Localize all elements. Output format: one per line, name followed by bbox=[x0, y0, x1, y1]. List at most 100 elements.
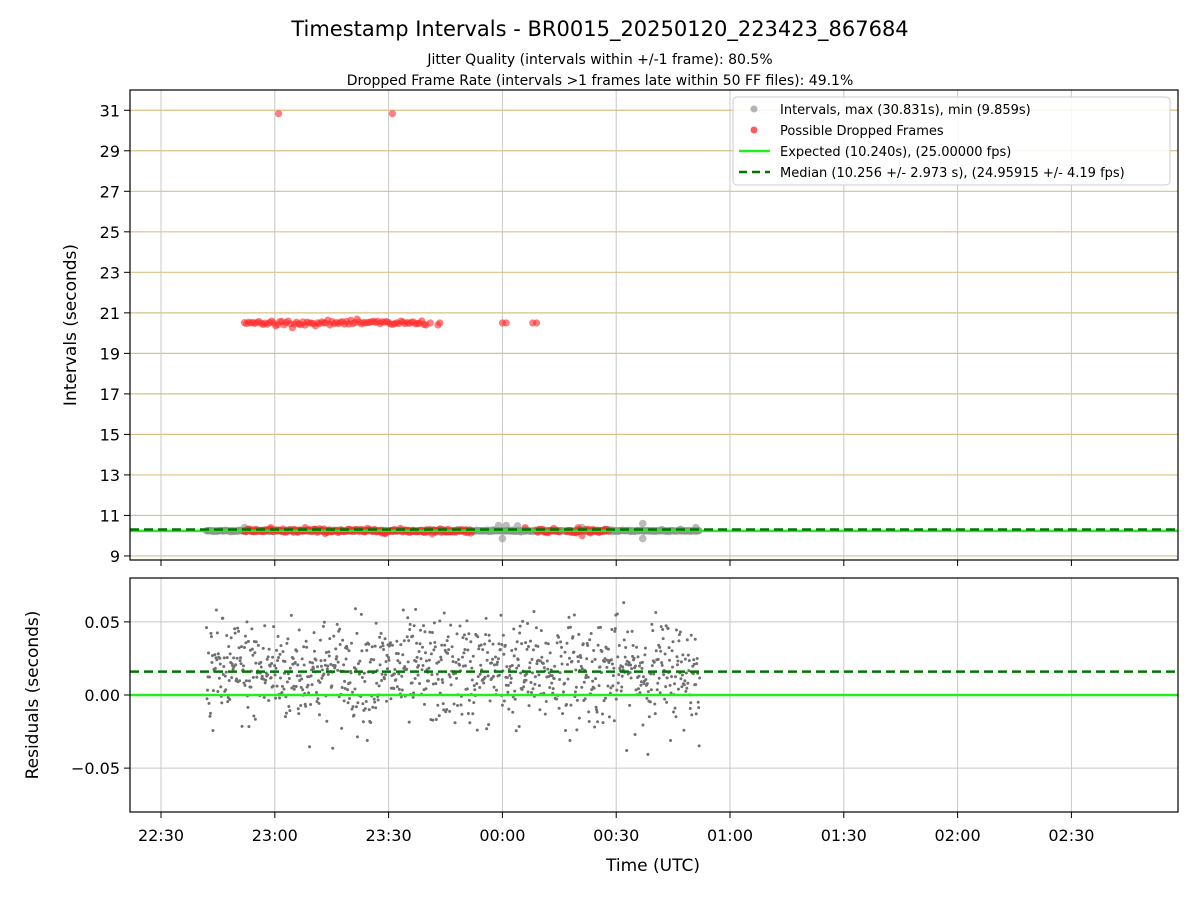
residual-point bbox=[250, 627, 254, 631]
residual-point bbox=[530, 671, 534, 675]
residual-point bbox=[243, 634, 247, 638]
residual-point bbox=[492, 674, 496, 678]
top-ytick-label: 15 bbox=[100, 425, 120, 444]
residual-point bbox=[568, 739, 572, 743]
residual-point bbox=[384, 660, 388, 664]
residual-point bbox=[419, 657, 423, 661]
residual-point bbox=[620, 674, 624, 678]
residual-point bbox=[224, 688, 228, 692]
residual-point bbox=[432, 621, 436, 625]
residual-point bbox=[689, 633, 693, 637]
residual-point bbox=[621, 665, 625, 669]
residual-point bbox=[342, 699, 346, 703]
residual-point bbox=[606, 684, 610, 688]
residual-point bbox=[677, 633, 681, 637]
residual-point bbox=[602, 699, 606, 703]
residual-point bbox=[467, 632, 471, 636]
residual-point bbox=[675, 655, 679, 659]
residual-point bbox=[663, 697, 667, 701]
residual-point bbox=[589, 631, 593, 635]
residual-point bbox=[620, 685, 624, 689]
residual-point bbox=[499, 613, 503, 617]
residual-point bbox=[418, 681, 422, 685]
residual-point bbox=[217, 676, 221, 680]
residual-point bbox=[278, 652, 282, 656]
residual-point bbox=[485, 727, 489, 731]
residual-point bbox=[500, 703, 504, 707]
residual-point bbox=[415, 641, 419, 645]
residual-point bbox=[253, 651, 257, 655]
residual-point bbox=[336, 668, 340, 672]
residual-point bbox=[547, 671, 551, 675]
residual-point bbox=[382, 647, 386, 651]
residual-point bbox=[502, 699, 506, 703]
residual-point bbox=[378, 663, 382, 667]
residual-point bbox=[397, 672, 401, 676]
residual-point bbox=[423, 651, 427, 655]
residual-point bbox=[696, 700, 700, 704]
top-ytick-label: 9 bbox=[110, 547, 120, 566]
residual-point bbox=[415, 655, 419, 659]
residual-point bbox=[210, 654, 214, 658]
residual-point bbox=[591, 679, 595, 683]
residual-point bbox=[551, 687, 555, 691]
residual-point bbox=[644, 677, 648, 681]
residual-point bbox=[567, 615, 571, 619]
interval-point bbox=[498, 534, 507, 543]
residual-point bbox=[328, 637, 332, 641]
residual-point bbox=[297, 712, 301, 716]
residual-point bbox=[362, 671, 366, 675]
legend: Intervals, max (30.831s), min (9.859s) Po… bbox=[732, 96, 1171, 186]
residual-point bbox=[649, 688, 653, 692]
residual-point bbox=[271, 684, 275, 688]
residual-point bbox=[434, 682, 438, 686]
residual-point bbox=[628, 671, 632, 675]
top-ytick-label: 31 bbox=[100, 101, 120, 120]
residual-point bbox=[385, 667, 389, 671]
residual-point bbox=[471, 712, 475, 716]
residual-point bbox=[381, 644, 385, 648]
residual-point bbox=[351, 705, 355, 709]
residual-point bbox=[530, 657, 534, 661]
residual-point bbox=[585, 657, 589, 661]
residual-point bbox=[261, 646, 265, 650]
residuals-panel: 22:30 23:00 23:30 00:00 00:30 01:00 01:30 02:00… bbox=[71, 577, 1179, 845]
residual-point bbox=[540, 655, 544, 659]
residual-point bbox=[394, 678, 398, 682]
residual-point bbox=[533, 682, 537, 686]
residual-point bbox=[567, 656, 571, 660]
residual-point bbox=[533, 675, 537, 679]
residual-point bbox=[317, 701, 321, 705]
residual-point bbox=[590, 688, 594, 692]
residual-point bbox=[500, 642, 504, 646]
residual-point bbox=[508, 674, 512, 678]
residual-point bbox=[395, 685, 399, 689]
residual-point bbox=[469, 640, 473, 644]
residual-point bbox=[376, 698, 380, 702]
residual-point bbox=[461, 636, 465, 640]
residual-point bbox=[448, 675, 452, 679]
residual-point bbox=[213, 666, 217, 670]
residual-point bbox=[535, 662, 539, 666]
residual-point bbox=[421, 664, 425, 668]
residual-point bbox=[623, 655, 627, 659]
residual-point bbox=[451, 660, 455, 664]
residual-point bbox=[232, 656, 236, 660]
residual-point bbox=[364, 699, 368, 703]
x-tick-label: 02:30 bbox=[1048, 826, 1094, 845]
residual-point bbox=[417, 649, 421, 653]
residual-point bbox=[670, 675, 674, 679]
residual-point bbox=[661, 637, 665, 641]
residual-point bbox=[273, 664, 277, 668]
residual-point bbox=[354, 705, 358, 709]
dropped-frame-point bbox=[436, 319, 444, 327]
residual-point bbox=[683, 657, 687, 661]
residual-point bbox=[443, 643, 447, 647]
residual-point bbox=[211, 689, 215, 693]
residual-point bbox=[335, 622, 339, 626]
residual-point bbox=[478, 685, 482, 689]
residual-point bbox=[251, 653, 255, 657]
residual-point bbox=[559, 654, 563, 658]
interval-point bbox=[513, 522, 522, 530]
residual-point bbox=[491, 657, 495, 661]
